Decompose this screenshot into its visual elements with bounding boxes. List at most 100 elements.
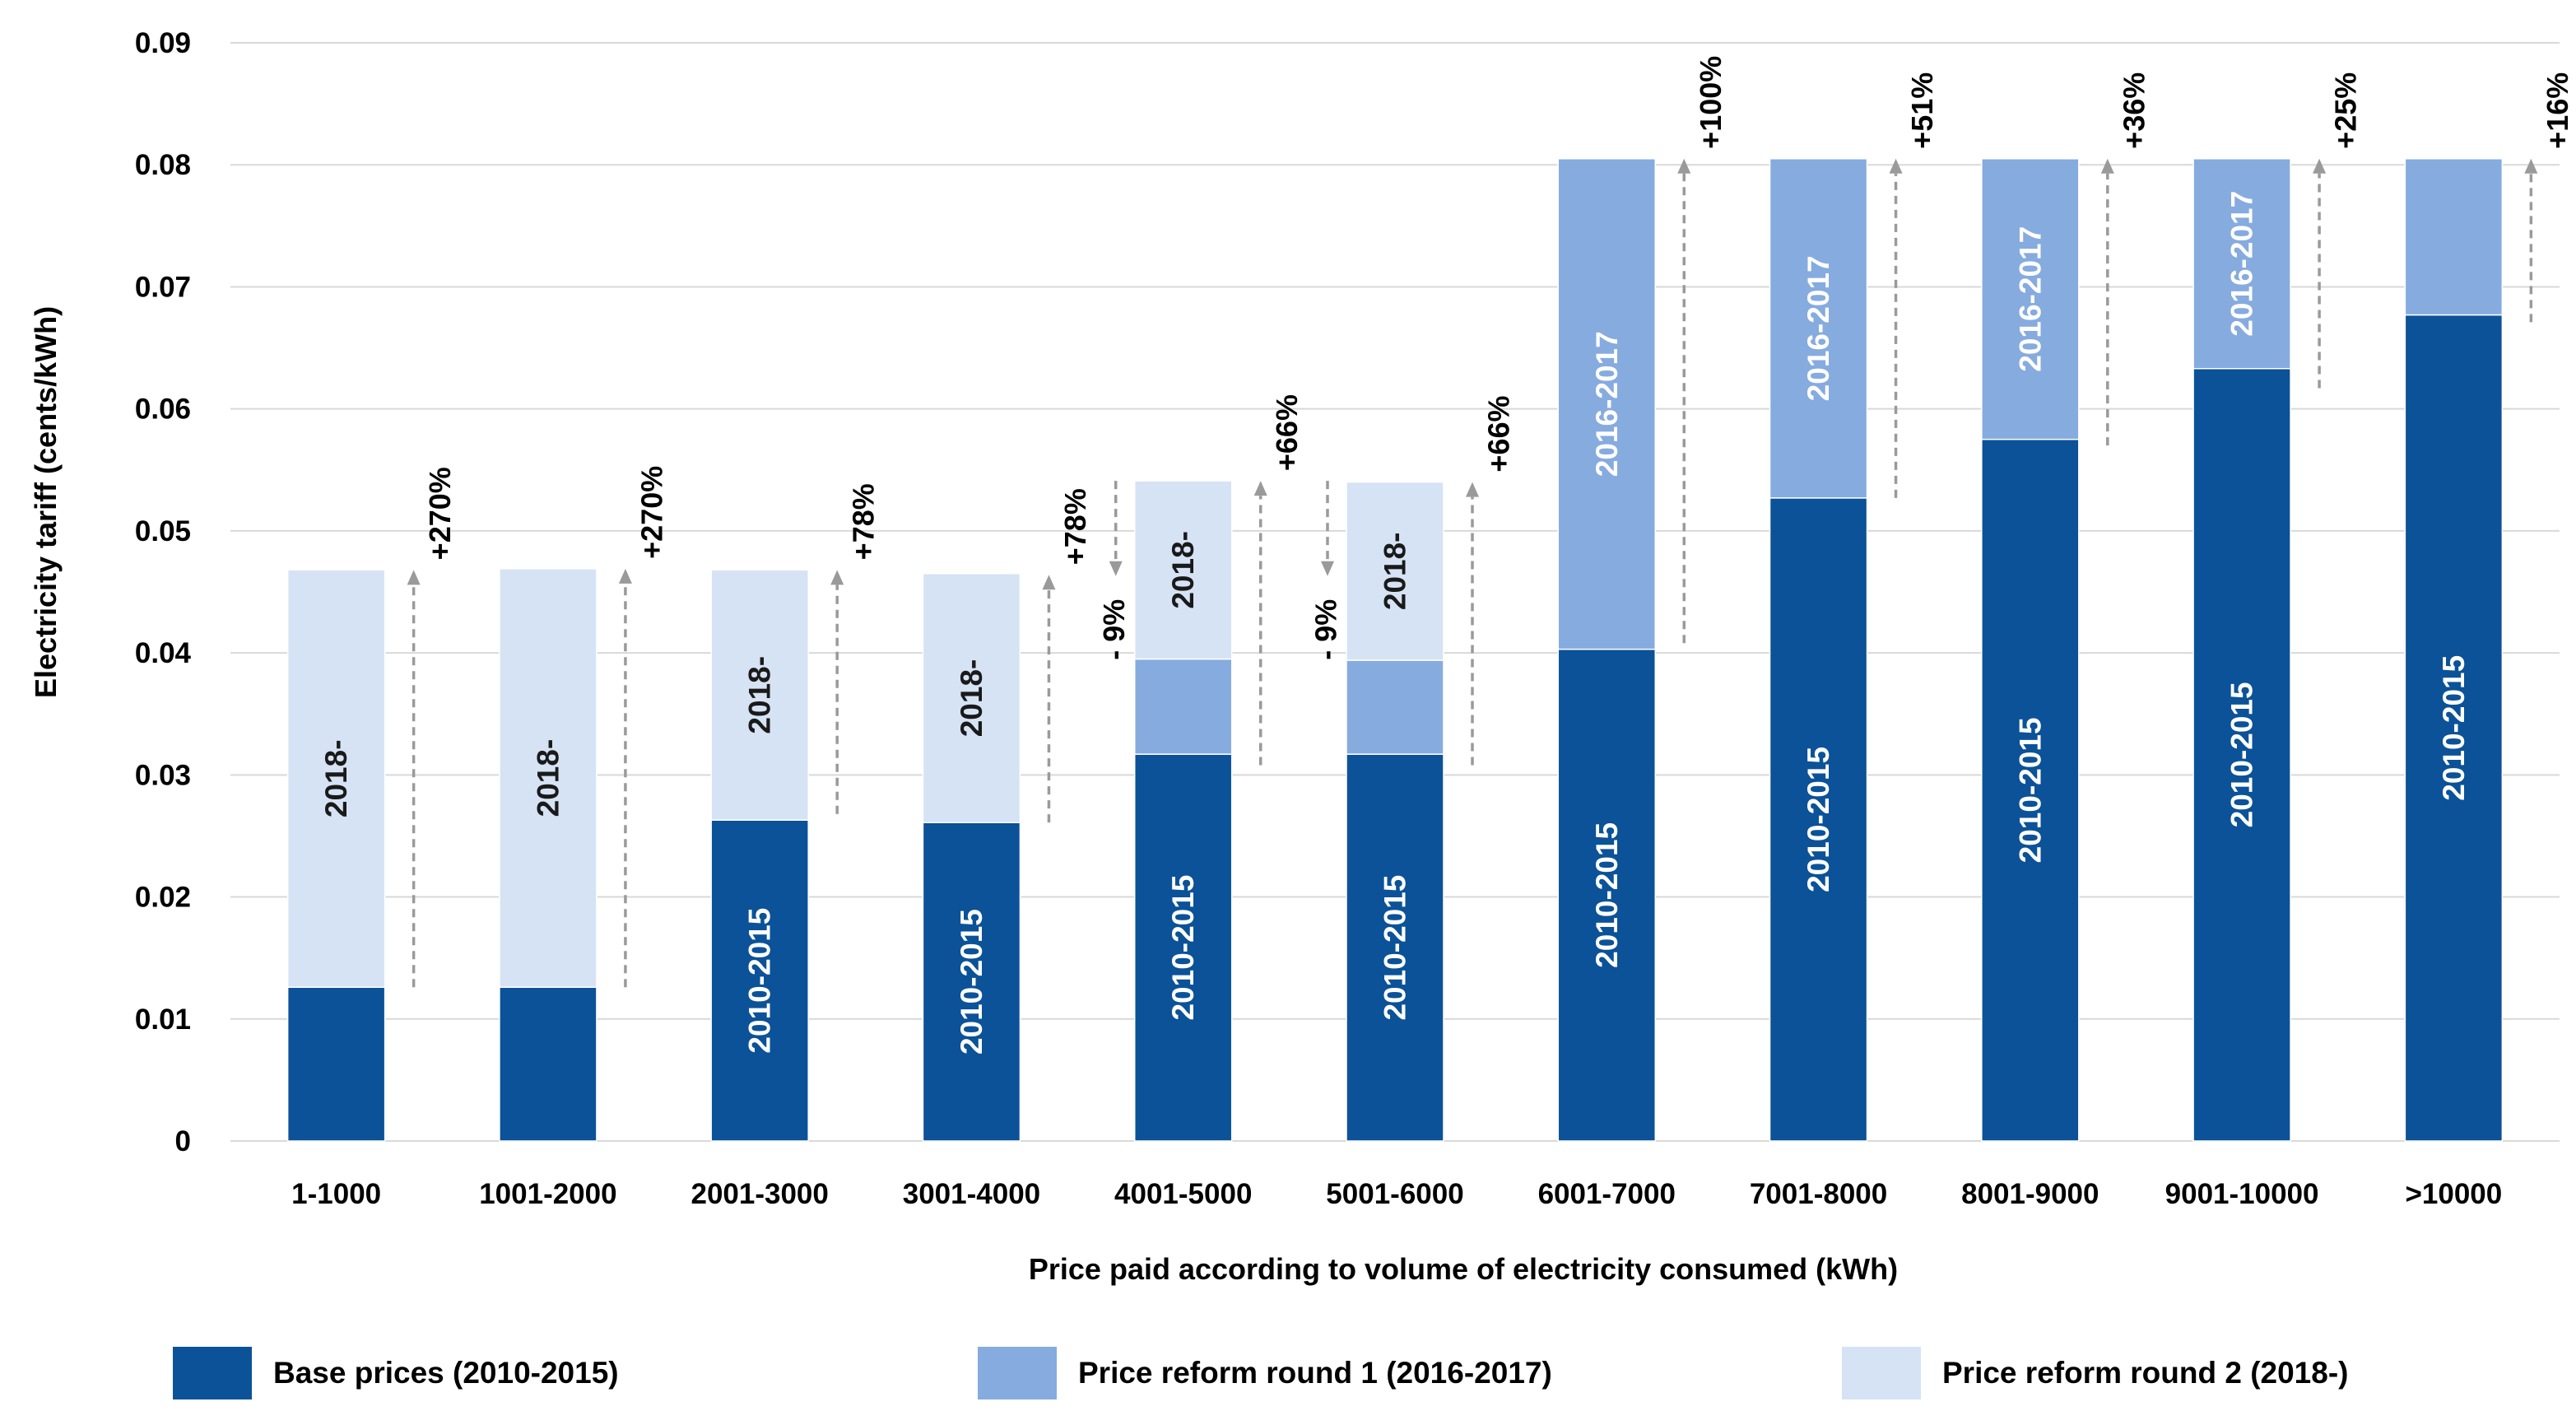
increase-label: +100% <box>1694 56 1727 149</box>
bar-segment-round1 <box>1133 658 1233 755</box>
arrow-head <box>2100 158 2114 174</box>
bar-segment-round2 <box>286 569 386 988</box>
legend-swatch-base <box>173 1347 252 1399</box>
arrow-head <box>1677 158 1691 174</box>
bar-segment-round1 <box>1346 659 1444 755</box>
bar-segment-round1 <box>1769 158 1868 499</box>
x-axis-title: Price paid according to volume of electr… <box>1029 1252 1898 1286</box>
segment-label: 2018- <box>743 656 777 734</box>
segment-label: 2010-2015 <box>955 909 988 1055</box>
segment-label: 2018- <box>1379 532 1412 610</box>
x-tick-label: >10000 <box>2405 1178 2502 1210</box>
arrow-head <box>1321 561 1334 576</box>
arrow-head <box>2524 158 2538 174</box>
y-tick-label: 0.02 <box>135 882 191 914</box>
y-tick-label: 0.05 <box>135 515 191 547</box>
y-tick-label: 0.03 <box>135 759 191 791</box>
arrow-head <box>1889 158 1903 174</box>
segment-label: 2010-2015 <box>1802 747 1835 892</box>
change-annotations: +270% +270% +78% +78% +66% +66% +100% +51% +36% +… <box>407 56 2574 988</box>
y-tick-label: 0 <box>175 1125 191 1157</box>
bar-segment-round2 <box>922 573 1021 823</box>
arrow-head <box>2313 158 2327 174</box>
x-tick-label: 1-1000 <box>291 1178 381 1210</box>
bar-segment-base <box>710 819 809 1142</box>
increase-label: +270% <box>635 466 668 559</box>
increase-label: +78% <box>847 483 881 560</box>
increase-label: +66% <box>1270 394 1304 471</box>
segment-label: 2010-2015 <box>2437 655 2471 801</box>
legend-swatch-round2 <box>1842 1347 1921 1399</box>
bar-segment-base <box>1133 753 1233 1142</box>
bar-segment-round2 <box>710 569 809 821</box>
segment-label: 2016-2017 <box>2013 226 2047 372</box>
x-axis-ticks: 1-1000 1001-2000 2001-3000 3001-4000 4001-50… <box>291 1178 2502 1210</box>
decrease-label: - 9% <box>1097 599 1131 660</box>
x-tick-label: 3001-4000 <box>903 1178 1040 1210</box>
arrow-head <box>407 570 421 585</box>
bar-segment-round1 <box>1557 158 1657 650</box>
legend-label-round1: Price reform round 1 (2016-2017) <box>1078 1356 1552 1390</box>
bar-segment-base <box>286 986 386 1142</box>
segment-label: 2018- <box>531 739 565 817</box>
x-tick-label: 9001-10000 <box>2165 1178 2319 1210</box>
x-tick-label: 4001-5000 <box>1114 1178 1252 1210</box>
y-axis-title: Electricity tariff (cents/kWh) <box>29 306 63 698</box>
y-tick-label: 0.06 <box>135 394 191 426</box>
segment-label: 2016-2017 <box>1590 331 1624 477</box>
y-tick-label: 0.04 <box>135 637 192 669</box>
bar-segment-base <box>1769 497 1868 1142</box>
segment-label: 2010-2015 <box>2013 717 2047 863</box>
y-tick-label: 0.08 <box>135 149 191 181</box>
x-tick-label: 6001-7000 <box>1538 1178 1676 1210</box>
increase-label: +25% <box>2329 72 2363 149</box>
y-axis-ticks: 0 0.01 0.02 0.03 0.04 0.05 0.06 0.07 0.08 0.09 <box>135 27 192 1157</box>
legend-item-round1: Price reform round 1 (2016-2017) <box>978 1344 1552 1403</box>
increase-label: +51% <box>1905 72 1939 149</box>
bar-segment-round1 <box>2192 158 2291 370</box>
segment-label: 2010-2015 <box>1166 875 1200 1021</box>
bar-segment-round1 <box>2404 158 2504 316</box>
x-tick-label: 2001-3000 <box>690 1178 828 1210</box>
segment-label: 2010-2015 <box>2225 682 2259 827</box>
increase-label: +270% <box>423 467 457 560</box>
y-tick-label: 0.09 <box>135 27 191 59</box>
decrease-label: - 9% <box>1309 599 1343 660</box>
x-tick-label: 8001-9000 <box>1961 1178 2099 1210</box>
bar-segment-base <box>1346 753 1444 1142</box>
increase-label: +78% <box>1058 488 1092 565</box>
segment-label: 2010-2015 <box>1379 875 1412 1021</box>
bars: 2018- 2018- 2010-2015 2018- 2010-2015 2018- 20… <box>286 158 2504 1142</box>
y-tick-label: 0.07 <box>135 271 191 303</box>
y-tick-label: 0.01 <box>135 1004 191 1036</box>
bar-segment-base <box>2404 314 2504 1142</box>
segment-label: 2010-2015 <box>743 908 777 1054</box>
segment-label: 2018- <box>319 739 353 817</box>
x-tick-label: 1001-2000 <box>479 1178 616 1210</box>
bar-segment-base <box>499 986 598 1142</box>
segment-label: 2018- <box>955 659 988 738</box>
legend-label-base: Base prices (2010-2015) <box>273 1356 619 1390</box>
arrow-head <box>1253 481 1267 496</box>
increase-label: +66% <box>1482 396 1516 473</box>
legend-swatch-round1 <box>978 1347 1057 1399</box>
x-tick-label: 5001-6000 <box>1326 1178 1463 1210</box>
segment-label: 2018- <box>1166 531 1200 609</box>
segment-label: 2016-2017 <box>2225 191 2259 337</box>
x-tick-label: 7001-8000 <box>1750 1178 1887 1210</box>
bar-segment-base <box>2192 368 2291 1142</box>
increase-label: +16% <box>2541 72 2574 149</box>
bar-segment-round2 <box>1133 480 1233 660</box>
arrow-head <box>1466 482 1479 497</box>
bar-segment-round2 <box>499 568 598 988</box>
arrow-head <box>830 570 844 585</box>
segment-label: 2016-2017 <box>1802 255 1835 401</box>
legend-label-round2: Price reform round 2 (2018-) <box>1942 1356 2349 1390</box>
increase-label: +36% <box>2117 72 2151 149</box>
bar-segment-base <box>922 822 1021 1142</box>
bar-segment-round2 <box>1346 481 1444 661</box>
legend-item-round2: Price reform round 2 (2018-) <box>1842 1344 2348 1403</box>
bar-segment-round1 <box>1981 158 2080 440</box>
legend-item-base: Base prices (2010-2015) <box>173 1344 619 1403</box>
